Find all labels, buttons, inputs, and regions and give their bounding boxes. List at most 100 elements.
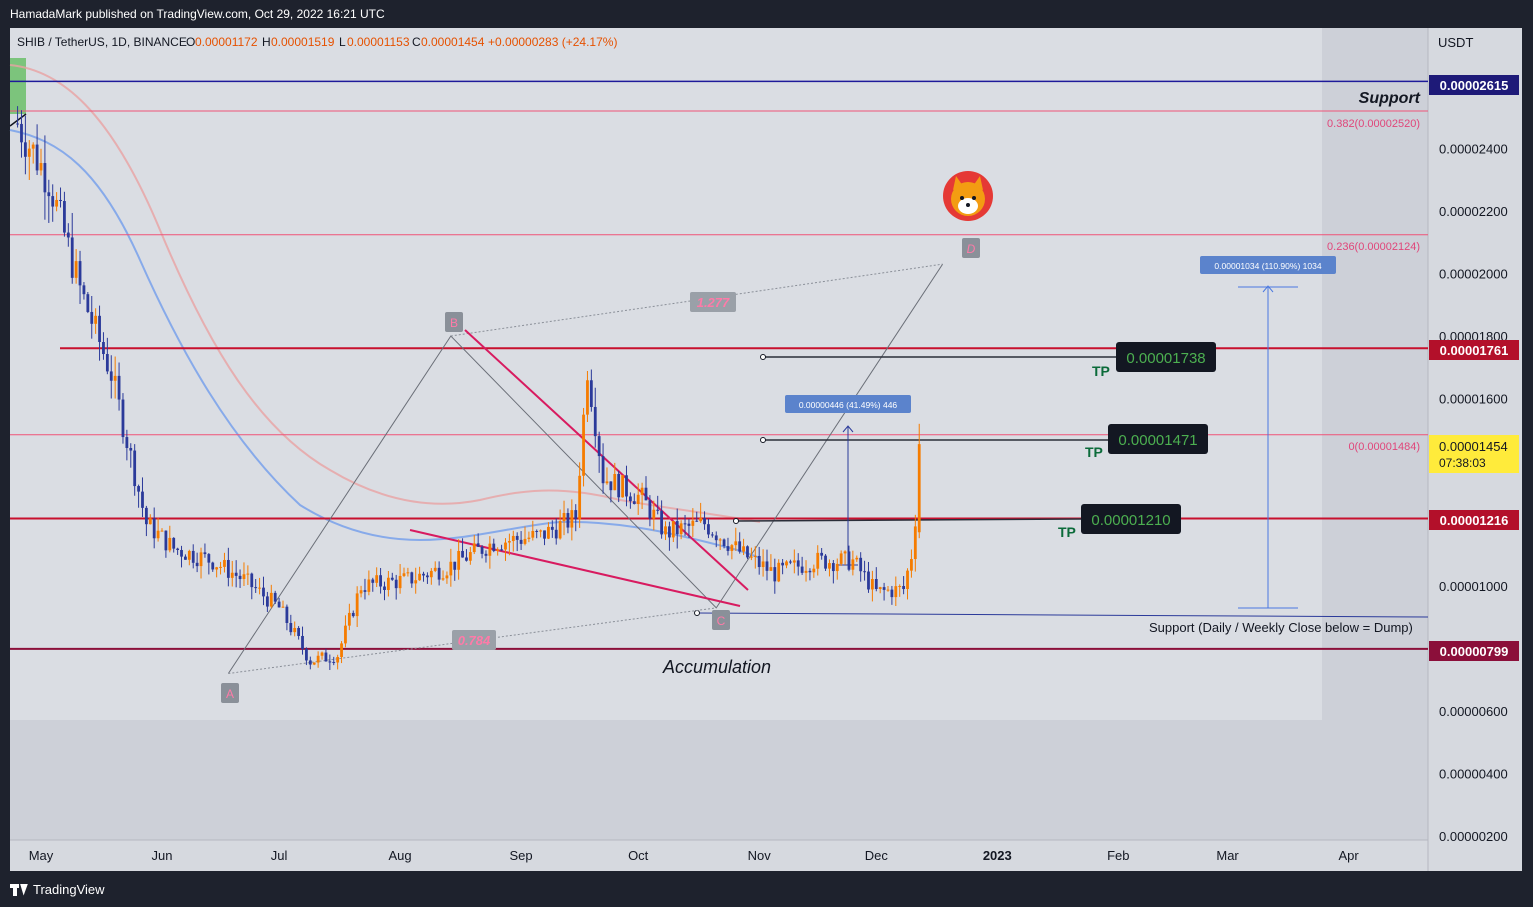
candle-body	[574, 510, 578, 520]
price-tick: 0.00001600	[1439, 392, 1508, 407]
price-tick: 0.00000600	[1439, 704, 1508, 719]
candle-body	[453, 561, 457, 570]
candle-body	[109, 371, 113, 381]
tag-support: 0.00002615	[1440, 78, 1509, 93]
candle-body	[652, 509, 656, 519]
price-tick: 0.00002000	[1439, 267, 1508, 282]
candle-body	[164, 530, 168, 551]
candle-body	[312, 662, 316, 665]
candle-body	[644, 487, 648, 501]
candle-body	[308, 660, 312, 665]
candle-body	[59, 199, 62, 202]
candle-body	[547, 526, 550, 539]
candle-body	[613, 473, 617, 491]
candle-body	[355, 593, 359, 617]
candle-body	[792, 560, 796, 563]
candle-body	[47, 192, 51, 197]
candle-body	[601, 456, 605, 484]
candle-body	[695, 520, 699, 522]
month-tick: Jul	[271, 848, 288, 863]
candle-body	[23, 142, 27, 157]
tp2-value: 0.00001471	[1118, 432, 1197, 449]
candle-body	[691, 520, 695, 526]
candle-body	[660, 510, 664, 535]
measure2-label: 0.00001034 (110.90%) 1034	[1214, 261, 1321, 271]
candle-body	[796, 560, 800, 567]
tag-r1216-box	[1429, 510, 1519, 530]
support-note: Support (Daily / Weekly Close below = Du…	[1149, 620, 1413, 635]
candle-body	[906, 570, 909, 590]
candle-body	[851, 559, 855, 570]
month-tick: Sep	[510, 848, 533, 863]
candle-body	[730, 545, 734, 551]
candle-body	[867, 571, 870, 590]
candle-body	[144, 507, 148, 525]
candle-body	[148, 518, 152, 525]
candle-body	[621, 475, 624, 498]
legend-c-label: C	[412, 35, 421, 49]
legend-high: 0.00001519	[271, 35, 335, 49]
month-tick: 2023	[983, 848, 1012, 863]
candle-body	[351, 612, 355, 617]
candle-body	[550, 526, 554, 530]
time-axis[interactable]	[10, 840, 1428, 871]
candle-body	[675, 521, 679, 535]
month-tick: Nov	[748, 848, 772, 863]
axis-unit: USDT	[1438, 35, 1473, 50]
price-tick: 0.00000400	[1439, 767, 1508, 782]
candle-body	[839, 553, 843, 564]
candle-body	[492, 543, 496, 552]
candle-body	[180, 549, 183, 557]
candle-body	[812, 568, 816, 573]
candle-body	[500, 549, 503, 551]
candle-body	[90, 311, 94, 324]
candle-body	[894, 586, 898, 598]
candle-body	[281, 606, 285, 608]
candle-body	[874, 579, 878, 589]
candle-body	[586, 380, 589, 415]
candle-body	[632, 501, 636, 505]
ratio-badge-2	[452, 630, 496, 650]
candle-body	[344, 625, 347, 644]
month-tick: Mar	[1216, 848, 1239, 863]
candle-body	[433, 567, 437, 571]
candle-body	[66, 232, 70, 238]
candle-body	[589, 380, 593, 407]
candle-body	[184, 556, 187, 560]
candle-body	[129, 447, 133, 451]
candle-body	[703, 517, 706, 525]
candle-body	[504, 542, 507, 550]
candle-body	[664, 526, 667, 535]
candle-body	[562, 513, 566, 522]
point-b: B	[450, 316, 458, 330]
candle-body	[742, 546, 745, 552]
candle-body	[808, 570, 812, 573]
price-tick: 0.00000200	[1439, 829, 1508, 844]
candle-body	[27, 148, 31, 157]
candle-body	[558, 521, 562, 539]
candle-body	[86, 294, 90, 312]
candle-body	[753, 555, 757, 557]
candle-body	[855, 557, 859, 560]
candle-body	[277, 601, 281, 608]
candle-body	[133, 450, 137, 487]
candle-body	[211, 562, 215, 570]
legend-low: 0.00001153	[347, 35, 410, 49]
tp2-label: TP	[1085, 444, 1103, 460]
candle-body	[718, 539, 722, 541]
candle-body	[804, 570, 808, 573]
candle-body	[554, 529, 558, 539]
candle-body	[160, 530, 164, 532]
candle-body	[734, 541, 738, 546]
candle-body	[70, 237, 74, 278]
measure2-arrow	[1262, 285, 1274, 293]
point-c-box	[712, 610, 730, 630]
candle-body	[39, 163, 43, 171]
candle-body	[472, 543, 476, 553]
candle-body	[379, 575, 382, 587]
candle-body	[597, 436, 601, 457]
tradingview-logo[interactable]: TradingView	[10, 882, 105, 897]
candle-body	[340, 643, 343, 658]
measure1-label: 0.00000446 (41.49%) 446	[799, 400, 898, 410]
